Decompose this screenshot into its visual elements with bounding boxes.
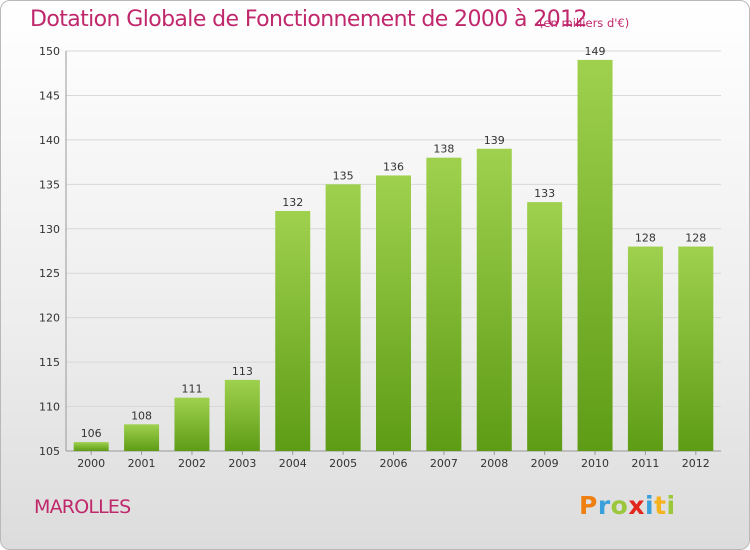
bar <box>275 211 311 451</box>
data-label: 139 <box>484 134 505 147</box>
logo-letter-i: i <box>666 491 676 520</box>
x-tick-label: 2002 <box>178 457 206 470</box>
bar <box>476 148 512 451</box>
data-label: 136 <box>383 160 404 173</box>
y-tick-label: 115 <box>39 356 60 369</box>
x-tick-label: 2008 <box>480 457 508 470</box>
bar <box>224 379 260 451</box>
x-tick-label: 2004 <box>279 457 307 470</box>
data-label: 135 <box>333 169 354 182</box>
data-label: 113 <box>232 365 253 378</box>
commune-name: MAROLLES <box>34 496 131 518</box>
data-label: 106 <box>81 427 102 440</box>
x-tick-label: 2000 <box>77 457 105 470</box>
bar <box>376 175 411 451</box>
data-label: 132 <box>282 196 303 209</box>
data-label: 108 <box>131 409 152 422</box>
bar <box>174 397 210 451</box>
chart-title: Dotation Globale de Fonctionnement de 20… <box>30 7 588 32</box>
x-tick-label: 2009 <box>531 457 559 470</box>
logo-letter-o: o <box>610 491 629 520</box>
x-tick-label: 2007 <box>430 457 458 470</box>
proxiti-logo: Proxiti <box>579 491 676 520</box>
logo-letter-r: r <box>597 491 611 520</box>
y-tick-label: 145 <box>39 89 60 102</box>
x-tick-label: 2012 <box>682 457 710 470</box>
y-tick-label: 110 <box>39 401 60 414</box>
x-tick-label: 2011 <box>631 457 659 470</box>
x-tick-label: 2006 <box>380 457 408 470</box>
y-tick-label: 130 <box>39 223 60 236</box>
data-label: 149 <box>585 45 606 58</box>
data-labels: 106 108 111 113 132 135 136 138 139 133 149 128 128 <box>81 45 707 440</box>
y-tick-label: 140 <box>39 134 60 147</box>
axes: 105 110 115 120 125 130 135 140 145 150 2000 2001 20… <box>39 45 721 470</box>
data-label: 133 <box>534 187 555 200</box>
chart-subtitle: (en milliers d'€) <box>539 16 630 30</box>
bar <box>627 246 663 451</box>
y-tick-label: 105 <box>39 445 60 458</box>
bars <box>73 59 714 452</box>
bar <box>325 184 361 452</box>
bar <box>527 202 563 451</box>
logo-letter-x: x <box>628 491 645 520</box>
x-tick-label: 2005 <box>329 457 357 470</box>
bar <box>426 157 462 451</box>
x-tick-label: 2010 <box>581 457 609 470</box>
data-label: 128 <box>685 232 706 245</box>
logo-letter-i: i <box>645 491 655 520</box>
bar <box>124 424 160 451</box>
logo-letter-p: P <box>579 491 598 520</box>
y-tick-label: 125 <box>39 267 60 280</box>
logo-letter-t: t <box>654 491 667 520</box>
bar <box>73 442 109 451</box>
data-label: 111 <box>181 383 202 396</box>
bar <box>577 59 613 452</box>
x-tick-label: 2001 <box>128 457 156 470</box>
data-label: 138 <box>433 143 454 156</box>
y-tick-label: 135 <box>39 178 60 191</box>
bar <box>678 246 714 451</box>
data-label: 128 <box>635 232 656 245</box>
x-tick-label: 2003 <box>228 457 256 470</box>
y-tick-label: 120 <box>39 312 60 325</box>
y-tick-label: 150 <box>39 45 60 58</box>
